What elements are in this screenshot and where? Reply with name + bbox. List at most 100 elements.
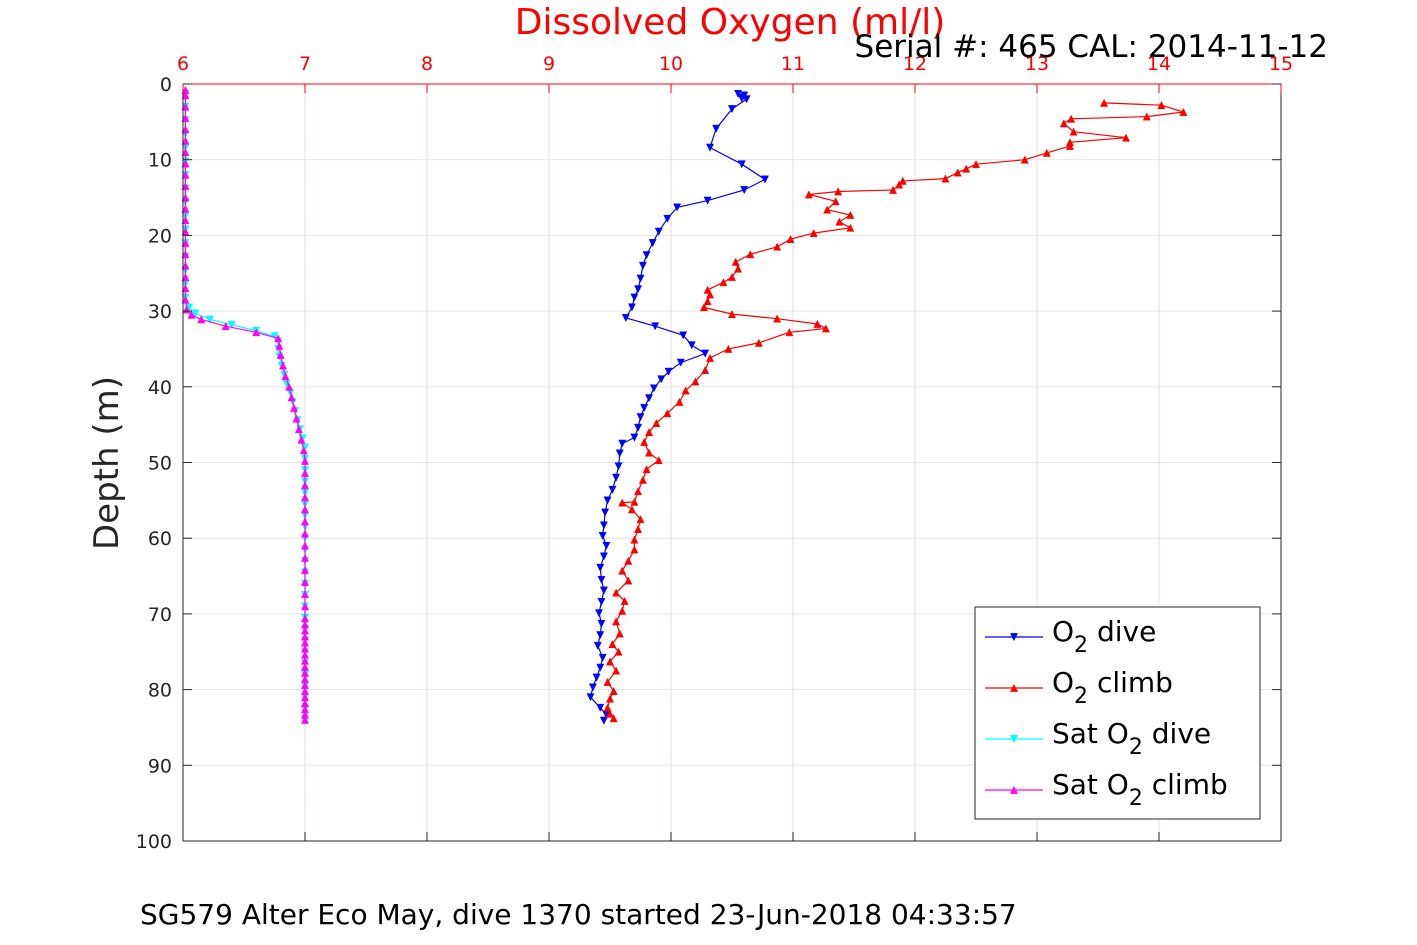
data-point <box>664 367 673 376</box>
data-point <box>1142 112 1151 121</box>
data-point <box>300 517 310 526</box>
data-point <box>1157 101 1166 110</box>
legend-label: Sat O2 dive <box>1052 717 1211 760</box>
data-point <box>300 505 310 514</box>
data-point <box>642 465 651 474</box>
data-point <box>835 217 844 226</box>
data-point <box>645 428 654 437</box>
y-tick-label: 30 <box>148 301 172 323</box>
data-point <box>608 485 617 494</box>
y-tick-label: 10 <box>148 150 172 172</box>
data-point <box>181 238 190 247</box>
data-point <box>699 303 708 312</box>
data-point <box>724 344 733 353</box>
data-point <box>221 322 230 331</box>
data-point <box>1042 148 1051 157</box>
data-point <box>300 590 310 599</box>
data-point <box>270 332 279 341</box>
legend-entry: O2 dive <box>985 615 1156 658</box>
data-point <box>621 314 630 323</box>
series-o2-climb <box>603 98 1188 723</box>
data-point <box>181 147 190 156</box>
data-point <box>687 341 696 350</box>
data-point <box>181 102 190 111</box>
data-point <box>742 95 751 104</box>
data-point <box>941 174 950 183</box>
data-point <box>181 159 190 168</box>
series-o2-dive <box>586 89 769 725</box>
data-point <box>654 227 663 236</box>
data-point <box>636 515 645 524</box>
data-point <box>634 524 643 533</box>
data-point <box>597 575 606 584</box>
data-point <box>663 214 672 223</box>
y-tick-label: 40 <box>148 377 172 399</box>
dive-caption: SG579 Alter Eco May, dive 1370 started 2… <box>140 898 1017 931</box>
data-point <box>1065 138 1074 147</box>
data-point <box>292 414 301 423</box>
legend-label: O2 climb <box>1052 666 1173 709</box>
data-point <box>596 631 605 640</box>
data-point <box>287 393 296 402</box>
data-point <box>618 439 627 448</box>
data-point <box>630 497 639 506</box>
data-point <box>618 566 627 575</box>
legend-swatch-marker <box>1009 683 1019 692</box>
data-point <box>596 663 605 672</box>
data-point <box>1179 107 1188 116</box>
data-point <box>597 619 606 628</box>
data-point <box>599 716 608 725</box>
data-point <box>754 338 763 347</box>
data-point <box>300 541 310 550</box>
legend: O2 dive O2 climb Sat O2 dive Sat O2 climb <box>974 606 1261 820</box>
y-tick-label: 0 <box>160 74 172 96</box>
data-point <box>300 553 310 562</box>
data-point <box>274 334 283 343</box>
data-point <box>602 541 611 550</box>
data-point <box>614 462 623 471</box>
data-point <box>300 674 310 683</box>
data-point <box>634 487 643 496</box>
data-point <box>598 532 607 541</box>
data-point <box>727 309 737 318</box>
data-point <box>300 710 310 719</box>
data-point <box>599 552 608 561</box>
data-point <box>727 272 737 281</box>
data-point <box>645 394 654 403</box>
data-point <box>760 175 769 184</box>
data-point <box>586 693 595 702</box>
data-point <box>276 350 285 359</box>
data-point <box>785 328 794 337</box>
data-point <box>719 278 728 287</box>
data-point <box>181 295 190 304</box>
data-point <box>197 315 206 324</box>
data-point <box>181 170 190 179</box>
data-point <box>640 437 649 446</box>
data-point <box>618 606 627 615</box>
data-point <box>605 694 615 703</box>
chart-subtitle: Serial #: 465 CAL: 2014-11-12 <box>855 29 1328 65</box>
data-point <box>612 588 621 597</box>
data-point <box>634 423 643 432</box>
data-point <box>603 677 612 686</box>
data-point <box>657 375 666 384</box>
data-point <box>300 686 310 695</box>
data-point <box>285 382 294 391</box>
data-point <box>823 205 832 214</box>
data-point <box>630 293 639 302</box>
data-point <box>300 468 310 477</box>
data-point <box>630 433 639 442</box>
data-point <box>701 349 710 358</box>
data-point <box>300 614 310 623</box>
data-point <box>181 136 190 145</box>
x-tick-label: 11 <box>781 53 805 75</box>
data-point <box>290 403 299 412</box>
y-tick-label: 50 <box>148 453 172 475</box>
data-point <box>731 257 740 266</box>
data-point <box>300 662 310 671</box>
data-point <box>599 521 608 530</box>
legend-swatch-marker <box>1009 633 1019 642</box>
data-point <box>627 505 636 514</box>
data-point <box>181 182 190 191</box>
